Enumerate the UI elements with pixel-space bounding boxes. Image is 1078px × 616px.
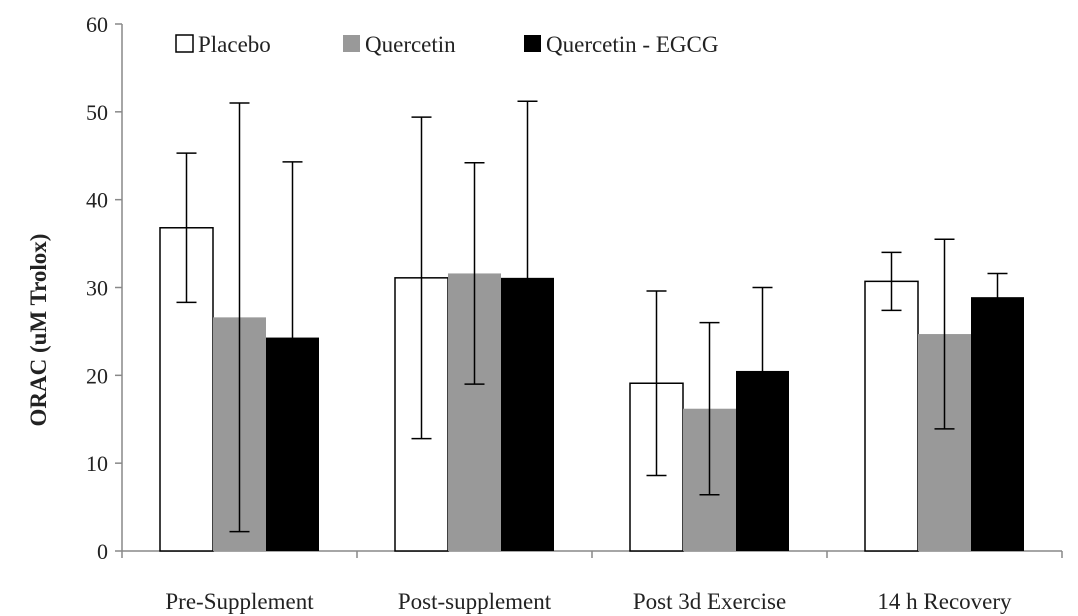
y-tick-label: 30 [86,276,108,301]
legend-swatch [343,35,360,52]
legend-swatch [175,34,194,53]
x-category-label: Post-supplement [398,589,552,614]
legend: Placebo Quercetin Quercetin - EGCG [175,32,718,57]
legend-swatch [524,35,541,52]
legend-label: Placebo [198,32,271,57]
legend-label: Quercetin [365,32,456,57]
y-tick-label: 60 [86,12,108,37]
bars [159,227,1024,552]
bar [864,280,919,552]
x-axis: Pre-Supplement Post-supplement Post 3d Exe… [121,550,1063,614]
y-axis: 0 10 20 30 40 50 60 [86,12,123,564]
x-category-label: Post 3d Exercise [633,589,786,614]
y-tick-label: 20 [86,363,108,388]
x-category-label: 14 h Recovery [877,589,1012,614]
error-bars [176,100,1008,533]
bar [971,297,1024,551]
y-tick-label: 40 [86,188,108,213]
x-category-label: Pre-Supplement [165,589,314,614]
y-tick-label: 50 [86,100,108,125]
y-axis-label: ORAC (uM Trolox) [26,234,51,427]
y-tick-label: 0 [97,539,108,564]
legend-label: Quercetin - EGCG [546,32,718,57]
y-tick-label: 10 [86,451,108,476]
